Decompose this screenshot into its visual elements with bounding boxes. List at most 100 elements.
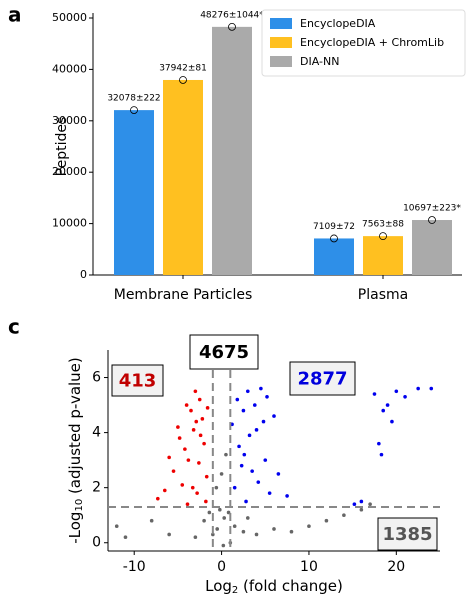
annotation: 413: [119, 371, 157, 392]
point: [394, 389, 399, 394]
point: [114, 524, 119, 529]
y-tick-label: 0: [80, 268, 87, 281]
point: [235, 397, 240, 402]
point: [256, 480, 261, 484]
annotation: 2877: [297, 369, 347, 390]
panel-label: a: [8, 3, 22, 27]
y-tick-label: 50000: [52, 11, 87, 24]
replicate-dot: [179, 76, 187, 84]
point: [259, 386, 263, 391]
point: [379, 452, 384, 457]
point: [403, 395, 407, 399]
value-label: 7109±72: [313, 222, 355, 232]
legend-label: EncyclopeDIA: [300, 17, 376, 30]
point: [123, 535, 128, 540]
point: [222, 516, 226, 520]
point: [162, 488, 167, 493]
point: [324, 518, 329, 523]
y-label-part: 10: [74, 499, 85, 512]
x-label-part: 2: [232, 585, 238, 596]
point: [224, 452, 228, 457]
y-label-part: (adjusted p-value): [66, 357, 84, 499]
x-label-part: Log: [205, 577, 232, 595]
replicate-dot: [428, 216, 436, 224]
point: [241, 529, 246, 534]
legend-swatch: [270, 56, 292, 67]
point: [214, 485, 219, 490]
point: [218, 507, 222, 512]
point: [416, 386, 420, 391]
point: [176, 425, 180, 429]
point: [156, 496, 160, 501]
point: [185, 502, 190, 506]
point: [232, 524, 237, 529]
point: [167, 532, 171, 537]
annotation: 4675: [199, 342, 249, 363]
point: [202, 518, 206, 523]
point: [245, 389, 250, 394]
point: [221, 543, 226, 548]
point: [195, 491, 199, 495]
point: [194, 419, 199, 424]
point: [190, 485, 195, 490]
point: [272, 414, 276, 418]
point: [377, 441, 381, 446]
bar: [163, 79, 203, 275]
y-label-part: -Log: [66, 512, 84, 544]
point: [285, 494, 289, 498]
point: [254, 532, 259, 537]
bar: [212, 26, 252, 276]
legend-box: [261, 9, 466, 77]
point: [202, 441, 206, 446]
x-label: Log2 (fold change): [205, 577, 343, 597]
point: [198, 433, 203, 438]
point: [307, 524, 311, 529]
value-label: 48276±1044*: [200, 10, 264, 20]
y-tick-label: 0: [92, 535, 101, 551]
point: [252, 403, 257, 407]
point: [342, 513, 346, 518]
point: [193, 389, 198, 394]
point: [239, 463, 244, 468]
point: [272, 527, 276, 531]
point: [200, 417, 205, 421]
annotation-box: [377, 517, 438, 551]
annotation: 1385: [382, 524, 432, 545]
y-tick-label: 10000: [52, 217, 87, 230]
point: [359, 507, 364, 512]
point: [207, 510, 212, 515]
replicate-dot: [379, 232, 387, 241]
point: [149, 518, 154, 523]
point: [204, 474, 209, 479]
point: [254, 428, 259, 432]
bar: [314, 238, 354, 275]
legend-label: DIA-NN: [300, 55, 339, 68]
bar: [363, 236, 403, 275]
point: [167, 455, 171, 460]
point: [381, 408, 386, 413]
x-tick-label: Membrane Particles: [114, 287, 253, 303]
x-tick-label: Plasma: [358, 287, 408, 303]
y-tick-label: 40000: [52, 62, 87, 75]
y-tick-label: 30000: [52, 114, 87, 127]
point: [368, 502, 372, 506]
point: [171, 469, 176, 473]
point: [180, 483, 185, 487]
point: [359, 499, 364, 504]
x-tick-label: 0: [217, 559, 226, 575]
annotation-box: [111, 364, 164, 397]
point: [189, 408, 193, 413]
point: [177, 436, 182, 440]
point: [263, 458, 268, 462]
point: [186, 458, 191, 462]
point: [197, 397, 202, 402]
y-axis-label: Peptides: [54, 117, 70, 177]
value-label: 7563±88: [362, 220, 404, 230]
point: [385, 403, 390, 407]
legend-swatch: [270, 18, 292, 29]
replicate-dot: [330, 234, 338, 243]
y-tick-label: 6: [92, 370, 101, 386]
point: [244, 499, 248, 504]
legend-swatch: [270, 37, 292, 48]
